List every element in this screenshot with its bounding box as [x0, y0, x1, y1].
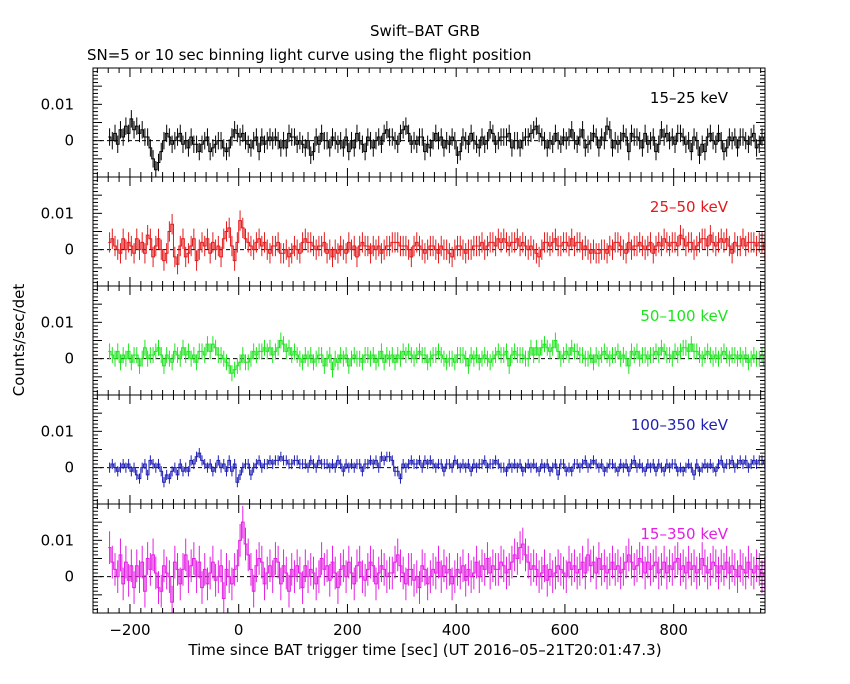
panel-2: 0 0.01 25–50 keV	[41, 176, 766, 287]
energy-band-label: 15–350 keV	[640, 525, 728, 543]
panel-1: 0 0.01 15–25 keV	[41, 67, 766, 178]
panel-5: 0 0.01 15–350 keV	[41, 503, 766, 614]
energy-band-label: 100–350 keV	[631, 416, 729, 434]
x-tick-label: 400	[442, 621, 471, 639]
panel-4: 0 0.01 100–350 keV	[41, 394, 766, 505]
y-tick-label: 0.01	[41, 531, 74, 549]
light-curve-series	[108, 505, 765, 613]
x-tick-label: −200	[109, 621, 150, 639]
y-tick-label: 0	[64, 241, 74, 259]
x-axis-label: Time since BAT trigger time [sec] (UT 20…	[187, 641, 661, 659]
y-tick-label: 0	[64, 459, 74, 477]
y-tick-label: 0.01	[41, 422, 74, 440]
y-tick-label: 0.01	[41, 95, 74, 113]
panels-group: 0 0.01 15–25 keV 0 0.01 25–50 keV 0 0.01 50–100 …	[41, 67, 766, 639]
x-tick-label: 0	[234, 621, 244, 639]
rate-histogram	[108, 340, 765, 374]
panel-frame	[92, 394, 766, 505]
panel-3: 0 0.01 50–100 keV	[41, 285, 766, 396]
x-tick-label: 600	[551, 621, 580, 639]
x-tick-label: 800	[659, 621, 688, 639]
y-tick-label: 0	[64, 568, 74, 586]
chart-title: Swift–BAT GRB	[370, 22, 480, 40]
energy-band-label: 50–100 keV	[640, 307, 728, 325]
y-tick-label: 0.01	[41, 204, 74, 222]
light-curve-series	[108, 448, 765, 488]
light-curve-series	[108, 210, 765, 275]
energy-band-label: 25–50 keV	[650, 198, 729, 216]
energy-band-label: 15–25 keV	[650, 89, 729, 107]
y-tick-label: 0	[64, 350, 74, 368]
y-tick-label: 0	[64, 132, 74, 150]
chart-subtitle: SN=5 or 10 sec binning light curve using…	[87, 46, 532, 64]
panel-frame	[92, 67, 766, 178]
panel-frame	[92, 285, 766, 396]
rate-histogram	[108, 220, 765, 265]
y-tick-label: 0.01	[41, 313, 74, 331]
light-curve-series	[108, 110, 765, 177]
y-axis-label: Counts/sec/det	[10, 284, 28, 397]
x-tick-label: 200	[333, 621, 362, 639]
